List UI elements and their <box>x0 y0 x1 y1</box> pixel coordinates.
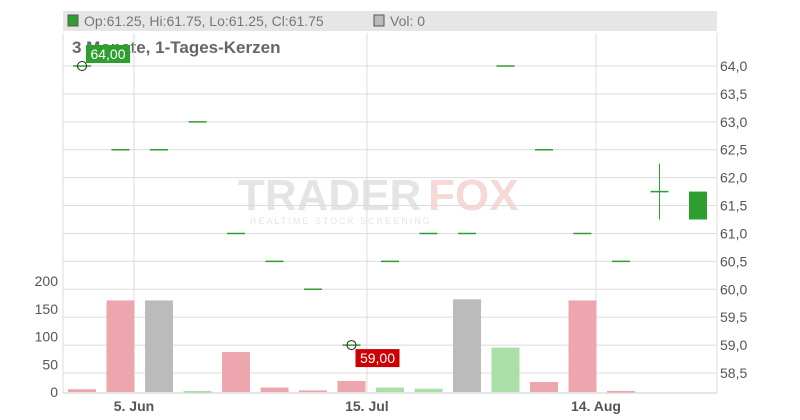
volume-bar <box>260 387 289 392</box>
price-tick-label: 61,0 <box>720 225 747 241</box>
ohlc-swatch-icon <box>67 14 79 27</box>
volume-bar <box>414 388 443 392</box>
volume-bar <box>106 300 135 392</box>
legend-bar <box>63 11 717 31</box>
low-marker-badge <box>355 349 400 368</box>
price-tick-label: 63,0 <box>720 114 747 130</box>
watermark-logo: TRADER FOX REALTIME STOCK SCREENING <box>238 171 518 226</box>
ohlc-legend-text: Op:61.25, Hi:61.75, Lo:61.25, Cl:61.75 <box>84 13 324 29</box>
volume-bar <box>453 299 481 392</box>
date-tick-label: 14. Aug <box>571 398 621 414</box>
price-tick-label: 59,5 <box>720 309 747 325</box>
candles <box>73 65 707 346</box>
price-tick-label: 60,0 <box>720 281 747 297</box>
watermark-brand-main: TRADER <box>238 171 421 220</box>
price-tick-label: 64,0 <box>720 58 747 74</box>
volume-tick-label: 0 <box>50 384 58 400</box>
price-tick-label: 61,5 <box>720 198 747 214</box>
volume-bar <box>299 390 327 392</box>
volume-bar <box>491 347 520 392</box>
volume-bar <box>337 380 366 392</box>
volume-bar <box>183 390 212 393</box>
price-tick-label: 62,0 <box>720 170 747 186</box>
volume-bar <box>568 300 597 392</box>
low-marker-circle <box>346 340 357 351</box>
high-marker-label: 64,00 <box>90 46 125 62</box>
volume-legend-text: Vol: 0 <box>390 13 425 29</box>
candle-body <box>689 191 707 220</box>
watermark-tagline: REALTIME STOCK SCREENING <box>250 216 432 226</box>
volume-swatch-icon <box>373 14 385 27</box>
volume-bar <box>607 390 635 393</box>
axes: 58,5 59,0 59,5 60,0 60,5 61,0 61,5 62,0 62,5 63,0… <box>35 58 748 414</box>
date-tick-label: 15. Jul <box>345 398 389 414</box>
volume-tick-label: 150 <box>35 301 59 317</box>
volume-bars <box>68 299 635 393</box>
volume-bar <box>68 389 96 392</box>
volume-tick-label: 200 <box>35 273 59 289</box>
price-tick-label: 58,5 <box>720 365 747 381</box>
volume-bar <box>145 300 173 392</box>
price-markers: 64,00 59,00 <box>77 45 400 368</box>
high-marker-badge <box>86 45 130 63</box>
high-marker-circle <box>77 61 87 71</box>
date-tick-label: 5. Jun <box>114 398 154 414</box>
price-tick-label: 62,5 <box>720 142 747 158</box>
volume-bar <box>530 382 558 392</box>
volume-tick-label: 100 <box>35 329 59 345</box>
price-tick-label: 60,5 <box>720 253 747 269</box>
watermark-brand-accent: FOX <box>428 171 518 220</box>
volume-bar <box>222 352 250 392</box>
price-tick-label: 63,5 <box>720 86 747 102</box>
volume-tick-label: 50 <box>42 356 58 372</box>
low-marker-label: 59,00 <box>360 350 395 366</box>
volume-bar <box>376 387 404 392</box>
price-tick-label: 59,0 <box>720 337 747 353</box>
